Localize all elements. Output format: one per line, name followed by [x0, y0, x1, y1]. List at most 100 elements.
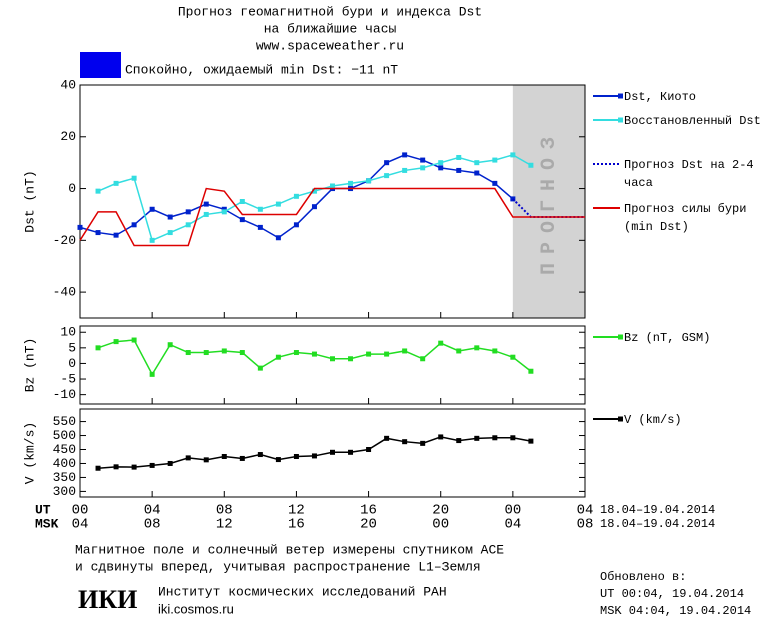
data-point: [131, 337, 137, 343]
data-point: [492, 180, 498, 186]
series-line: [79, 187, 585, 247]
data-point: [330, 183, 335, 189]
data-point: [510, 435, 516, 441]
data-point: [185, 455, 191, 461]
data-point: [221, 206, 227, 212]
legend-entry: Прогноз Dst на 2-4 часа: [624, 158, 754, 190]
data-point: [311, 453, 317, 459]
x-dates: 18.04–19.04.2014: [600, 517, 715, 531]
data-point: [257, 224, 263, 230]
data-point: [474, 345, 480, 351]
note: Магнитное поле и солнечный ветер измерен…: [75, 542, 504, 557]
data-point: [149, 206, 155, 212]
data-point: [402, 152, 408, 158]
data-point: [113, 232, 119, 238]
y-tick-label: 550: [53, 414, 76, 429]
legend-entry: V (km/s): [624, 413, 682, 427]
series-line: [97, 339, 532, 376]
data-point: [510, 354, 516, 360]
series-line: [97, 436, 532, 469]
data-point: [257, 365, 263, 371]
x-tick-label: 04: [577, 503, 594, 519]
data-point: [149, 462, 155, 468]
y-tick-label: -5: [60, 371, 76, 386]
data-point: [438, 165, 444, 171]
plot-frame: [79, 325, 586, 405]
data-point: [366, 351, 372, 357]
data-point: [420, 165, 426, 171]
data-point: [492, 157, 498, 163]
data-point: [95, 230, 101, 236]
x-tick-label: 16: [360, 503, 377, 519]
data-point: [275, 235, 281, 241]
x-tick-label: 08: [577, 517, 594, 533]
status-swatch: [80, 52, 121, 78]
x-tick-label: 04: [504, 517, 521, 533]
data-point: [330, 356, 335, 362]
data-point: [474, 435, 480, 441]
data-point: [510, 152, 516, 158]
data-point: [293, 453, 299, 459]
data-point: [203, 350, 209, 356]
data-point: [131, 175, 137, 181]
data-point: [528, 162, 534, 168]
data-point: [311, 188, 317, 194]
data-point: [95, 465, 101, 471]
x-tick-label: 00: [432, 517, 449, 533]
data-point: [167, 460, 173, 466]
y-tick-label: 500: [53, 428, 76, 443]
data-point: [420, 440, 426, 446]
data-point: [330, 449, 335, 455]
data-point: [113, 180, 119, 186]
data-point: [185, 222, 191, 228]
legend-marker: [618, 93, 623, 99]
data-point: [239, 350, 245, 356]
data-point: [257, 452, 263, 458]
data-point: [348, 449, 354, 455]
y-tick-label: 300: [53, 484, 76, 499]
data-point: [438, 434, 444, 440]
updated: UT 00:04, 19.04.2014: [600, 587, 744, 601]
data-point: [113, 464, 119, 470]
legend-entry: Восстановленный Dst: [624, 114, 760, 128]
data-point: [95, 188, 101, 194]
x-tick-label: 00: [72, 503, 89, 519]
data-point: [366, 178, 372, 184]
updated: MSK 04:04, 19.04.2014: [600, 604, 751, 618]
data-point: [384, 173, 390, 179]
data-point: [384, 435, 390, 441]
y-tick-label: 400: [53, 456, 76, 471]
y-tick-label: 40: [60, 77, 76, 92]
data-point: [402, 439, 408, 445]
y-axis-label: Dst (nT): [22, 170, 37, 232]
url: www.spaceweather.ru: [256, 38, 404, 53]
updated: Обновлено в:: [600, 570, 686, 584]
data-point: [456, 438, 462, 444]
x-tick-label: 20: [432, 503, 449, 519]
data-point: [221, 348, 227, 354]
data-point: [402, 167, 408, 173]
y-tick-label: 0: [68, 356, 76, 371]
legend-entry: Dst, Киото: [624, 90, 697, 104]
legend-entry: Bz (nT, GSM): [624, 331, 711, 345]
x-tick-label: 00: [504, 503, 521, 519]
title: Прогноз геомагнитной бури и индекса Dst: [178, 4, 482, 19]
series-line: [97, 154, 532, 242]
data-point: [492, 435, 498, 441]
x-row-label: UT: [35, 502, 51, 517]
plot-frame: [79, 408, 586, 498]
data-point: [420, 157, 426, 163]
data-point: [239, 455, 245, 461]
data-point: [167, 342, 173, 348]
legend-marker: [618, 416, 623, 422]
x-row-label: MSK: [35, 516, 59, 531]
data-point: [384, 351, 390, 357]
data-point: [275, 354, 281, 360]
title: на ближайшие часы: [264, 21, 397, 36]
data-point: [275, 457, 281, 463]
data-point: [420, 356, 426, 362]
y-tick-label: 350: [53, 470, 76, 485]
data-point: [348, 356, 354, 362]
data-point: [293, 350, 299, 356]
